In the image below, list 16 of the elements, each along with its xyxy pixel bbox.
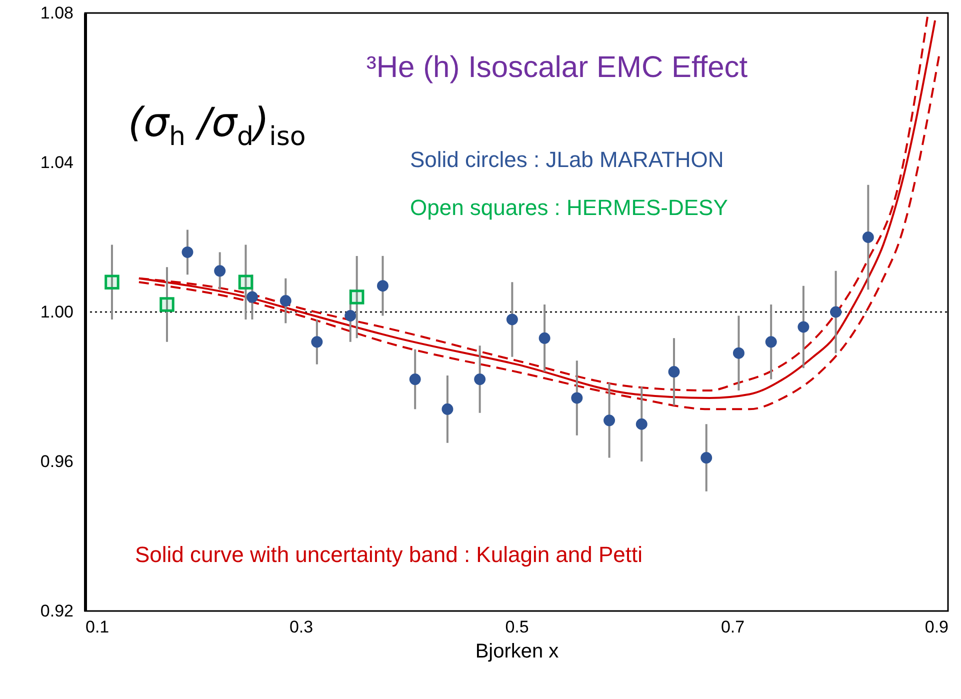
- x-tick-label: 0.7: [720, 618, 745, 636]
- y-tick-label: 1.04: [40, 153, 74, 172]
- x-axis-title: Bjorken x: [475, 640, 559, 662]
- y-axis-title: (σ$_{h}$ /σ$_{d}$)$_{iso}$: [128, 100, 306, 152]
- x-tick-label: 0.1: [86, 618, 110, 636]
- x-tick-label: 0.3: [289, 618, 314, 636]
- y-tick-label: 1.00: [40, 302, 74, 322]
- y-tick-label: 0.96: [40, 452, 74, 471]
- text: Solid circles : JLab MARATHON: [410, 147, 724, 172]
- y-tick-label: 0.92: [40, 602, 74, 620]
- text: Solid curve with uncertainty band : Kulagin and Petti: [135, 542, 643, 567]
- x-tick-label: 0.5: [505, 618, 529, 636]
- text: ³He (h) Isoscalar EMC Effect: [366, 51, 748, 84]
- x-tick-label: 0.9: [924, 618, 948, 636]
- text: Open squares : HERMES-DESY: [410, 195, 728, 220]
- y-tick-label: 1.08: [40, 4, 74, 22]
